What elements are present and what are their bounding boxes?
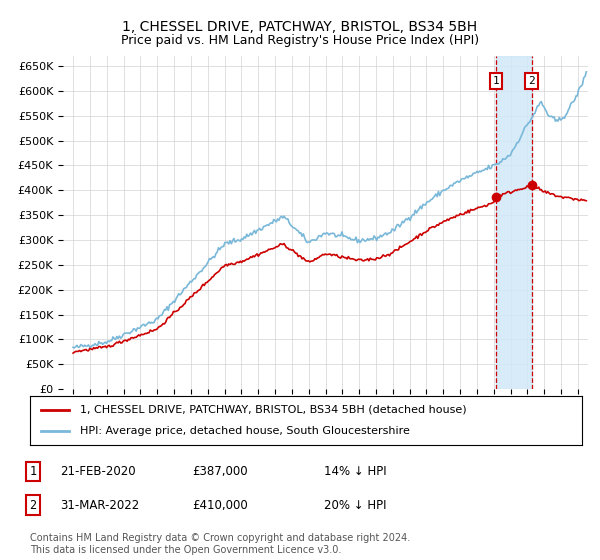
Text: 21-FEB-2020: 21-FEB-2020 — [60, 465, 136, 478]
Text: 1: 1 — [29, 465, 37, 478]
Text: 20% ↓ HPI: 20% ↓ HPI — [324, 498, 386, 512]
Text: HPI: Average price, detached house, South Gloucestershire: HPI: Average price, detached house, Sout… — [80, 426, 410, 436]
Text: Contains HM Land Registry data © Crown copyright and database right 2024.
This d: Contains HM Land Registry data © Crown c… — [30, 533, 410, 555]
Text: £410,000: £410,000 — [192, 498, 248, 512]
Text: 14% ↓ HPI: 14% ↓ HPI — [324, 465, 386, 478]
Text: 1, CHESSEL DRIVE, PATCHWAY, BRISTOL, BS34 5BH: 1, CHESSEL DRIVE, PATCHWAY, BRISTOL, BS3… — [122, 20, 478, 34]
Text: 1: 1 — [493, 76, 499, 86]
Text: Price paid vs. HM Land Registry's House Price Index (HPI): Price paid vs. HM Land Registry's House … — [121, 34, 479, 46]
Text: £387,000: £387,000 — [192, 465, 248, 478]
Text: 2: 2 — [528, 76, 535, 86]
Text: 2: 2 — [29, 498, 37, 512]
Bar — [496, 56, 532, 389]
Text: 31-MAR-2022: 31-MAR-2022 — [60, 498, 139, 512]
Text: 1, CHESSEL DRIVE, PATCHWAY, BRISTOL, BS34 5BH (detached house): 1, CHESSEL DRIVE, PATCHWAY, BRISTOL, BS3… — [80, 405, 466, 415]
